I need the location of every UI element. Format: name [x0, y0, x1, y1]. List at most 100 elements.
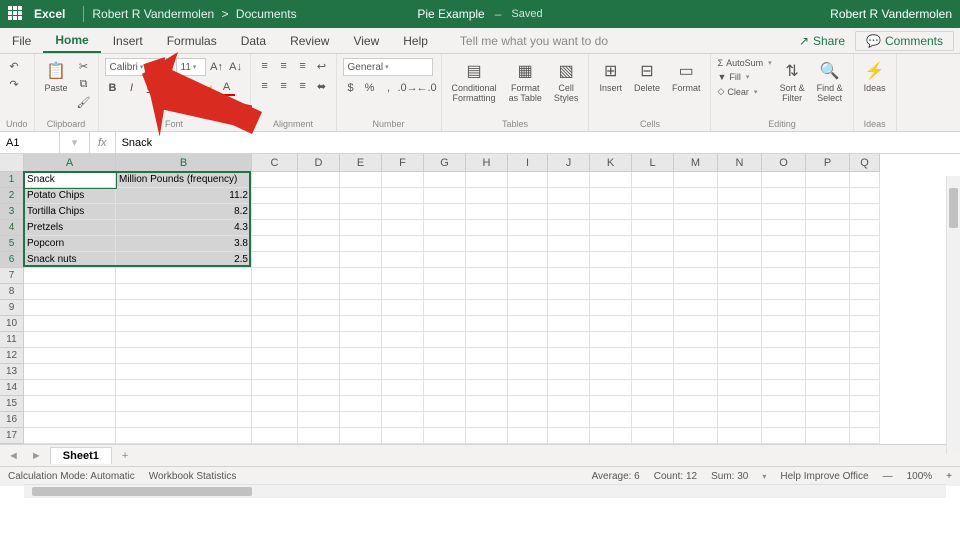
- column-header-D[interactable]: D: [298, 154, 340, 172]
- tell-me-search[interactable]: Tell me what you want to do: [440, 28, 620, 53]
- cell-F1[interactable]: [382, 172, 424, 188]
- cell-N2[interactable]: [718, 188, 762, 204]
- cell-P8[interactable]: [806, 284, 850, 300]
- ideas-button[interactable]: ⚡Ideas: [860, 58, 890, 96]
- cell-E6[interactable]: [340, 252, 382, 268]
- cell-Q4[interactable]: [850, 220, 880, 236]
- cell-Q14[interactable]: [850, 380, 880, 396]
- cell-H11[interactable]: [466, 332, 508, 348]
- cell-M14[interactable]: [674, 380, 718, 396]
- cell-H3[interactable]: [466, 204, 508, 220]
- format-cells-button[interactable]: ▭Format: [668, 58, 705, 96]
- row-header-14[interactable]: 14: [0, 380, 24, 396]
- cell-D3[interactable]: [298, 204, 340, 220]
- cell-A7[interactable]: [24, 268, 116, 284]
- cell-G9[interactable]: [424, 300, 466, 316]
- cell-M16[interactable]: [674, 412, 718, 428]
- cell-B3[interactable]: 8.2: [116, 204, 252, 220]
- cell-D9[interactable]: [298, 300, 340, 316]
- zoom-out-button[interactable]: —: [883, 471, 893, 482]
- cell-F6[interactable]: [382, 252, 424, 268]
- cell-O10[interactable]: [762, 316, 806, 332]
- cell-K6[interactable]: [590, 252, 632, 268]
- cell-grid[interactable]: SnackMillion Pounds (frequency)Potato Ch…: [24, 172, 880, 444]
- cell-I11[interactable]: [508, 332, 548, 348]
- cell-E2[interactable]: [340, 188, 382, 204]
- cell-L6[interactable]: [632, 252, 674, 268]
- cell-O16[interactable]: [762, 412, 806, 428]
- cell-I1[interactable]: [508, 172, 548, 188]
- cell-E11[interactable]: [340, 332, 382, 348]
- cell-H4[interactable]: [466, 220, 508, 236]
- cell-G1[interactable]: [424, 172, 466, 188]
- cell-J4[interactable]: [548, 220, 590, 236]
- cell-K7[interactable]: [590, 268, 632, 284]
- cell-A1[interactable]: Snack: [24, 172, 116, 188]
- add-sheet-button[interactable]: +: [116, 450, 134, 462]
- cell-P7[interactable]: [806, 268, 850, 284]
- breadcrumb[interactable]: Robert R Vandermolen > Documents: [92, 7, 296, 21]
- row-header-17[interactable]: 17: [0, 428, 24, 444]
- cell-C14[interactable]: [252, 380, 298, 396]
- cell-F12[interactable]: [382, 348, 424, 364]
- cell-C7[interactable]: [252, 268, 298, 284]
- cell-K12[interactable]: [590, 348, 632, 364]
- column-header-M[interactable]: M: [674, 154, 718, 172]
- cell-C10[interactable]: [252, 316, 298, 332]
- tab-view[interactable]: View: [341, 28, 391, 53]
- insert-cells-button[interactable]: ⊞Insert: [595, 58, 626, 96]
- cell-Q16[interactable]: [850, 412, 880, 428]
- cell-O5[interactable]: [762, 236, 806, 252]
- cell-K16[interactable]: [590, 412, 632, 428]
- cell-C11[interactable]: [252, 332, 298, 348]
- cell-Q9[interactable]: [850, 300, 880, 316]
- name-box[interactable]: A1: [0, 132, 60, 153]
- cell-K9[interactable]: [590, 300, 632, 316]
- cell-B11[interactable]: [116, 332, 252, 348]
- cell-B4[interactable]: 4.3: [116, 220, 252, 236]
- cell-P5[interactable]: [806, 236, 850, 252]
- cell-N11[interactable]: [718, 332, 762, 348]
- cell-I2[interactable]: [508, 188, 548, 204]
- cell-E1[interactable]: [340, 172, 382, 188]
- cell-B9[interactable]: [116, 300, 252, 316]
- cell-P11[interactable]: [806, 332, 850, 348]
- cell-B7[interactable]: [116, 268, 252, 284]
- redo-button[interactable]: ↷: [6, 76, 22, 92]
- sheet-nav-prev[interactable]: ◄: [4, 450, 23, 462]
- row-header-2[interactable]: 2: [0, 188, 24, 204]
- cell-L1[interactable]: [632, 172, 674, 188]
- find-select-button[interactable]: 🔍Find & Select: [813, 58, 847, 106]
- cell-K8[interactable]: [590, 284, 632, 300]
- cell-H14[interactable]: [466, 380, 508, 396]
- cell-G7[interactable]: [424, 268, 466, 284]
- column-header-G[interactable]: G: [424, 154, 466, 172]
- cell-C12[interactable]: [252, 348, 298, 364]
- cell-P13[interactable]: [806, 364, 850, 380]
- cell-F13[interactable]: [382, 364, 424, 380]
- cell-O6[interactable]: [762, 252, 806, 268]
- cell-O4[interactable]: [762, 220, 806, 236]
- cell-Q10[interactable]: [850, 316, 880, 332]
- column-header-H[interactable]: H: [466, 154, 508, 172]
- cell-I7[interactable]: [508, 268, 548, 284]
- cell-E17[interactable]: [340, 428, 382, 444]
- cell-D4[interactable]: [298, 220, 340, 236]
- align-right-button[interactable]: ≡: [295, 78, 311, 94]
- cell-I15[interactable]: [508, 396, 548, 412]
- cell-O15[interactable]: [762, 396, 806, 412]
- cell-D1[interactable]: [298, 172, 340, 188]
- row-header-3[interactable]: 3: [0, 204, 24, 220]
- cell-Q8[interactable]: [850, 284, 880, 300]
- cell-O12[interactable]: [762, 348, 806, 364]
- cell-L13[interactable]: [632, 364, 674, 380]
- cell-M15[interactable]: [674, 396, 718, 412]
- cell-J16[interactable]: [548, 412, 590, 428]
- column-header-P[interactable]: P: [806, 154, 850, 172]
- cell-H9[interactable]: [466, 300, 508, 316]
- cell-J5[interactable]: [548, 236, 590, 252]
- cell-A6[interactable]: Snack nuts: [24, 252, 116, 268]
- cell-N1[interactable]: [718, 172, 762, 188]
- cell-C9[interactable]: [252, 300, 298, 316]
- row-header-1[interactable]: 1: [0, 172, 24, 188]
